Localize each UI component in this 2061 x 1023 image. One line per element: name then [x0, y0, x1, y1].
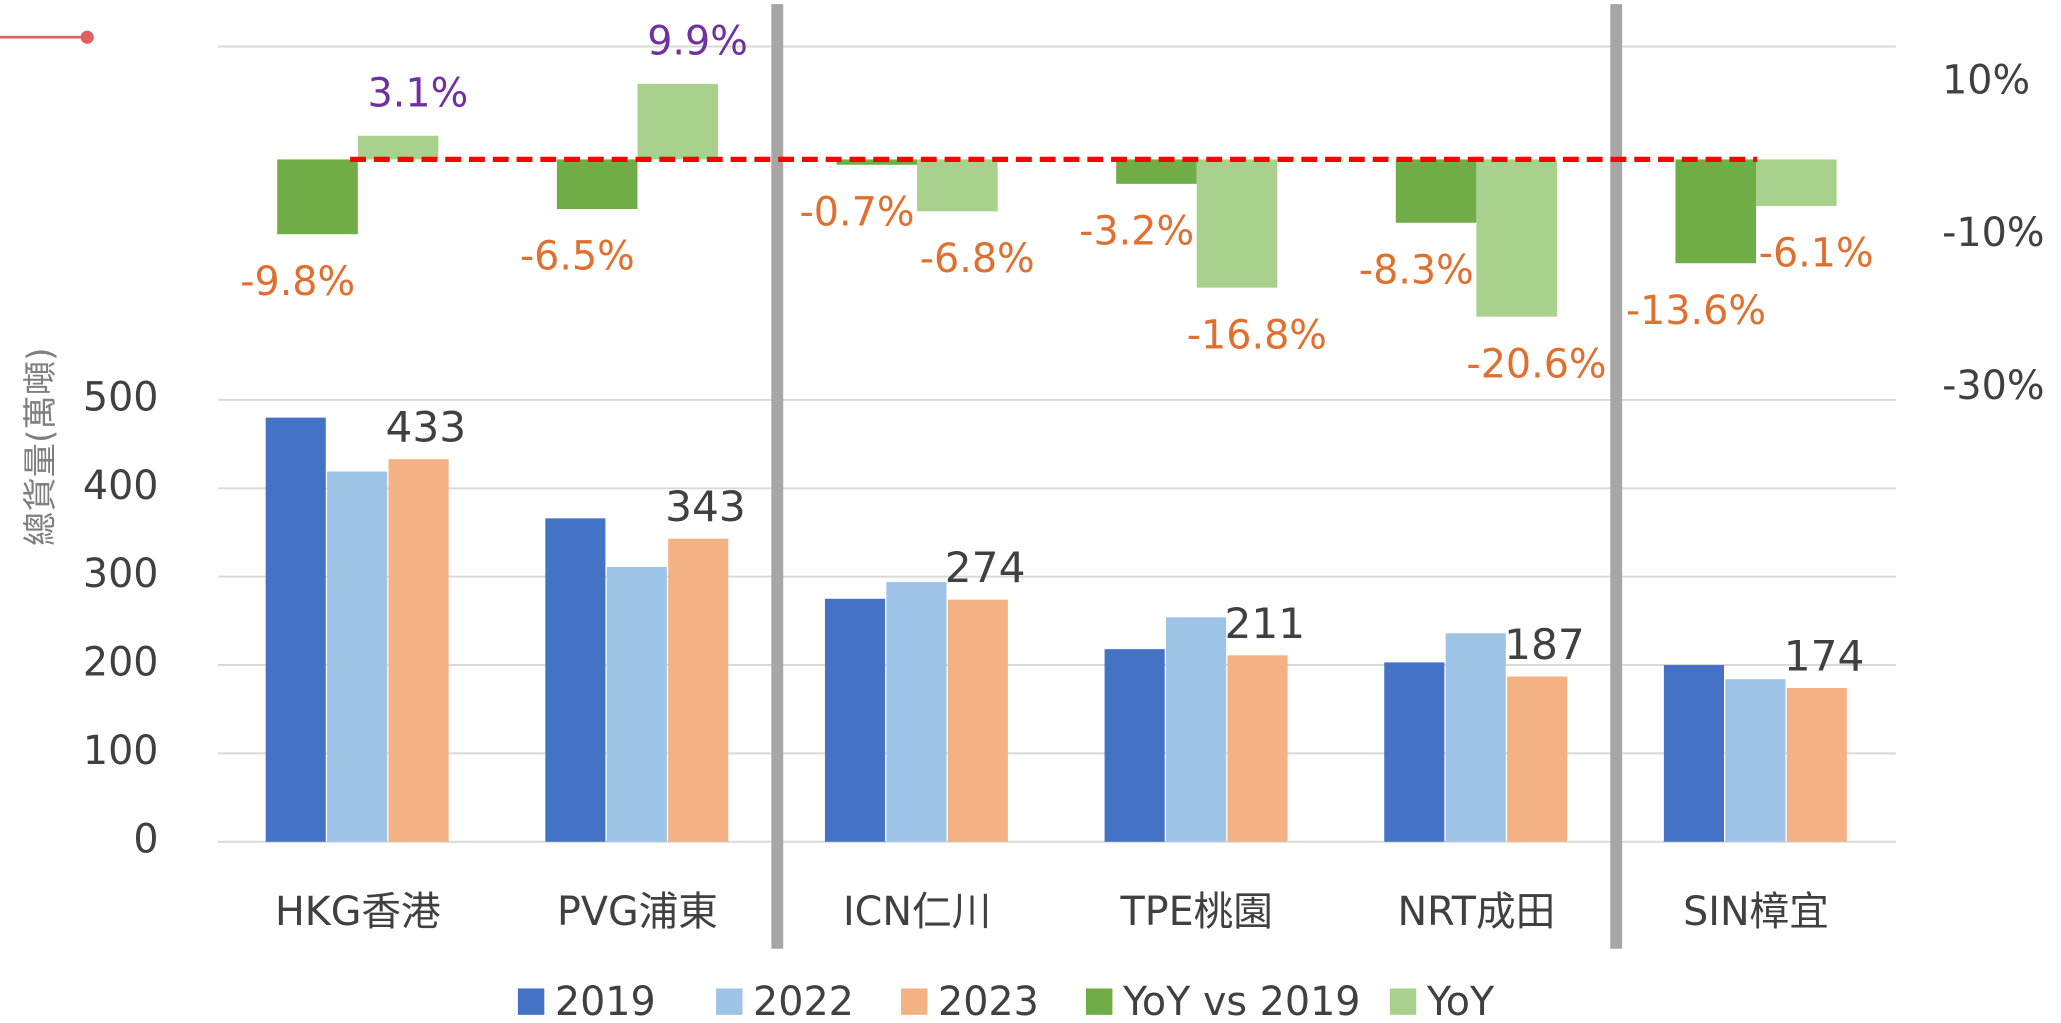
legend-swatch	[1085, 988, 1113, 1015]
bar	[824, 598, 886, 842]
decoration-dot	[80, 30, 94, 44]
yoy-label: -16.8%	[1187, 312, 1327, 358]
yoy-label: -6.1%	[1759, 231, 1874, 277]
yoy-label: -13.6%	[1626, 288, 1766, 334]
yoy-label: 3.1%	[368, 71, 469, 117]
yoy-bar	[1116, 159, 1197, 184]
legend-swatch	[517, 988, 545, 1015]
bar	[388, 459, 449, 842]
bar	[668, 538, 729, 842]
legend-swatch	[901, 988, 928, 1015]
yoy-label: -8.3%	[1359, 247, 1474, 293]
y2-tick-label: -10%	[1942, 210, 2044, 256]
legend-label: 2023	[938, 979, 1039, 1023]
yoy-bar	[836, 159, 918, 165]
bar	[1445, 633, 1506, 842]
x-tick-label: TPE桃園	[1120, 889, 1273, 935]
bar	[1507, 676, 1568, 842]
y2-tick-label: -30%	[1942, 363, 2044, 409]
yoy-label: -3.2%	[1079, 209, 1194, 255]
x-tick-label: SIN樟宜	[1683, 889, 1829, 935]
yoy-bar	[637, 83, 719, 160]
legend-label: 2019	[555, 979, 656, 1023]
legend-label: YoY vs 2019	[1122, 979, 1361, 1023]
value-label: 174	[1784, 631, 1865, 680]
yoy-label: -20.6%	[1466, 341, 1606, 387]
value-label: 274	[945, 543, 1026, 592]
x-tick-label: ICN仁川	[843, 889, 991, 935]
legend-label: 2022	[753, 979, 854, 1023]
yoy-bar	[1756, 159, 1837, 206]
value-label: 433	[386, 403, 467, 452]
legend-swatch	[716, 988, 743, 1015]
bar	[1725, 679, 1786, 842]
y-tick-label: 300	[83, 551, 159, 597]
bar	[1786, 688, 1847, 842]
yoy-bar	[917, 159, 998, 212]
yoy-label: -0.7%	[800, 189, 915, 235]
yoy-bar	[1196, 159, 1278, 288]
bar	[606, 566, 667, 842]
legend-swatch	[1389, 988, 1417, 1015]
y-tick-label: 0	[133, 816, 158, 862]
legend-label: YoY	[1426, 979, 1495, 1023]
yoy-label: 9.9%	[647, 19, 748, 65]
bar	[1227, 655, 1288, 842]
value-label: 187	[1504, 620, 1585, 669]
bar	[886, 581, 947, 842]
value-label: 343	[665, 482, 746, 531]
yoy-bar	[1476, 159, 1557, 317]
yoy-bar	[1395, 159, 1477, 223]
bar	[327, 471, 388, 842]
y2-tick-label: 10%	[1942, 58, 2030, 104]
bar	[1166, 617, 1227, 842]
value-label: 211	[1224, 599, 1305, 648]
yoy-bar	[357, 135, 439, 160]
yoy-label: -6.8%	[920, 236, 1035, 282]
bar	[1104, 649, 1165, 842]
y-tick-label: 400	[83, 463, 159, 509]
bar	[1384, 662, 1445, 842]
yoy-label: -9.8%	[240, 259, 355, 305]
yoy-bar	[556, 159, 638, 210]
y-tick-label: 200	[83, 640, 159, 686]
y-tick-label: 100	[83, 728, 159, 774]
bar	[265, 417, 326, 842]
yoy-bar	[1675, 159, 1757, 264]
bar	[1663, 665, 1724, 842]
bar	[545, 518, 606, 842]
bar	[947, 599, 1008, 842]
x-tick-label: NRT成田	[1398, 889, 1556, 935]
y-tick-label: 500	[83, 374, 159, 420]
x-tick-label: PVG浦東	[557, 889, 718, 935]
yoy-bar	[277, 159, 358, 235]
y-axis-label: 總貨量(萬噸)	[21, 347, 61, 546]
yoy-label: -6.5%	[520, 234, 635, 280]
x-tick-label: HKG香港	[275, 889, 441, 935]
